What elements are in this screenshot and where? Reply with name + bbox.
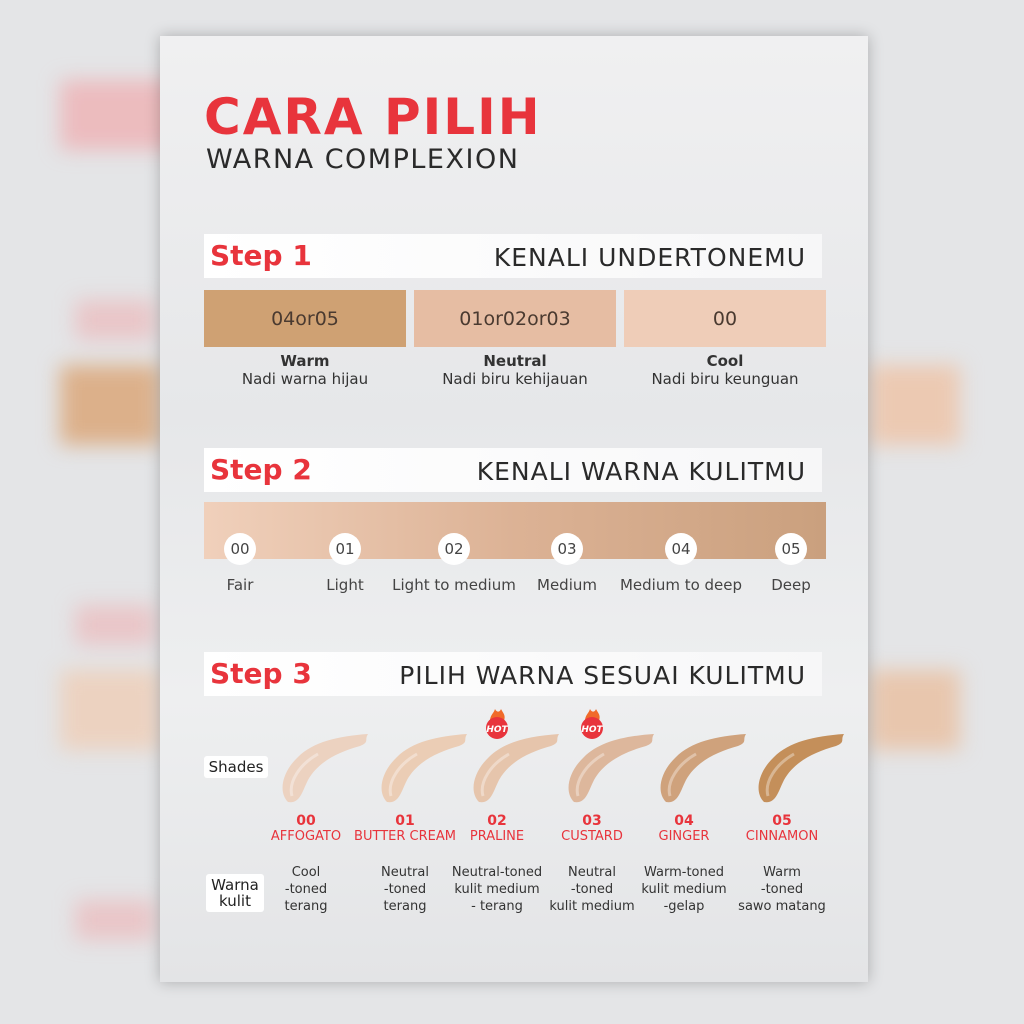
skin-desc-line: Cool [291,865,321,880]
skin-desc-line: sawo matang [738,899,826,914]
shade-skin-desc: Neutral -toned terang [345,864,465,915]
step3-title: PILIH WARNA SESUAI KULITMU [399,661,806,690]
step1-title: KENALI UNDERTONEMU [493,243,806,272]
step3-header: Step 3 PILIH WARNA SESUAI KULITMU [204,652,822,696]
hot-badge-icon: HOT [482,709,512,739]
shade-swatch [656,732,751,808]
undertone-desc: Nadi biru kehijauan [442,370,588,388]
undertone-desc: Nadi biru keunguan [651,370,799,388]
skin-desc-line: -toned [284,882,328,897]
shade-name: 05 CINNAMON [722,813,842,845]
step3-label: Step 3 [210,657,312,690]
skin-desc-line: Neutral-toned [451,865,543,880]
shade-code: 05 [772,813,792,829]
skin-desc-line: Warm-toned [644,865,724,880]
shade-title: CINNAMON [745,829,819,844]
svg-text:HOT: HOT [486,725,508,735]
undertone-swatch: 00 [624,290,826,347]
svg-text:HOT: HOT [581,725,603,735]
step2-title: KENALI WARNA KULITMU [476,457,806,486]
skin-tone-gradient-bar [204,502,826,559]
shade-title: AFFOGATO [270,829,342,844]
shade-name: 00 AFFOGATO [246,813,366,845]
shade-code: 00 [296,813,316,829]
undertone-label: Neutral Nadi biru kehijauan [414,352,616,388]
shade-skin-desc: Warm-toned kulit medium -gelap [624,864,744,915]
shade-guide-poster: CARA PILIH WARNA COMPLEXION Step 1 KENAL… [160,36,868,982]
skin-color-label: Warna kulit [206,874,264,912]
hot-badge-icon: HOT [577,709,607,739]
skin-level-marker: 05 [775,533,807,565]
shades-label: Shades [204,756,268,778]
skin-level-name: Light to medium [392,576,516,594]
skin-desc-line: terang [383,899,427,914]
step2-header: Step 2 KENALI WARNA KULITMU [204,448,822,492]
skin-desc-line: -toned [760,882,804,897]
skin-desc-line: Warm [763,865,801,880]
undertone-label: Cool Nadi biru keunguan [624,352,826,388]
shade-code: 02 [487,813,507,829]
shade-skin-desc: Neutral-toned kulit medium - terang [437,864,557,915]
poster-title: CARA PILIH [204,88,542,146]
skin-desc-line: -gelap [663,899,705,914]
skin-desc-line: kulit medium [454,882,540,897]
skin-level-name: Fair [226,576,254,594]
skin-level-name: Medium to deep [619,576,743,594]
shade-title: GINGER [658,829,710,844]
undertone-name: Neutral [483,352,547,370]
undertone-name: Warm [280,352,330,370]
skin-desc-line: Neutral [381,865,429,880]
skin-desc-line: Neutral [568,865,616,880]
shade-name: 01 BUTTER CREAM [345,813,465,845]
skin-level-marker: 03 [551,533,583,565]
shade-skin-desc: Warm -toned sawo matang [722,864,842,915]
shade-title: PRALINE [469,829,525,844]
shade-name: 04 GINGER [624,813,744,845]
skin-desc-line: - terang [471,899,523,914]
undertone-label: Warm Nadi warna hijau [204,352,406,388]
shade-skin-desc: Cool -toned terang [246,864,366,915]
skin-level-name: Light [326,576,364,594]
skin-desc-line: -toned [570,882,614,897]
shade-title: CUSTARD [561,829,623,844]
skin-level-marker: 00 [224,533,256,565]
shade-swatch [278,732,373,808]
shade-name: 02 PRALINE [437,813,557,845]
skin-desc-line: kulit medium [641,882,727,897]
skin-level-marker: 04 [665,533,697,565]
shade-swatch [564,732,659,808]
shade-title: BUTTER CREAM [354,829,456,844]
shade-swatch [754,732,849,808]
poster-subtitle: WARNA COMPLEXION [206,144,520,175]
skin-level-marker: 01 [329,533,361,565]
shade-code: 04 [674,813,694,829]
step1-label: Step 1 [210,239,312,272]
undertone-name: Cool [706,352,744,370]
step1-header: Step 1 KENALI UNDERTONEMU [204,234,822,278]
step2-label: Step 2 [210,453,312,486]
skin-desc-line: kulit medium [549,899,635,914]
shade-swatch [469,732,564,808]
undertone-swatch: 01or02or03 [414,290,616,347]
skin-level-name: Medium [537,576,597,594]
undertone-desc: Nadi warna hijau [241,370,369,388]
shade-swatch [377,732,472,808]
skin-desc-line: -toned [383,882,427,897]
skin-level-name: Deep [771,576,811,594]
shade-skin-desc: Neutral -toned kulit medium [532,864,652,915]
shade-code: 03 [582,813,602,829]
shade-name: 03 CUSTARD [532,813,652,845]
undertone-swatch: 04or05 [204,290,406,347]
skin-desc-line: terang [284,899,328,914]
skin-level-marker: 02 [438,533,470,565]
shade-code: 01 [395,813,415,829]
